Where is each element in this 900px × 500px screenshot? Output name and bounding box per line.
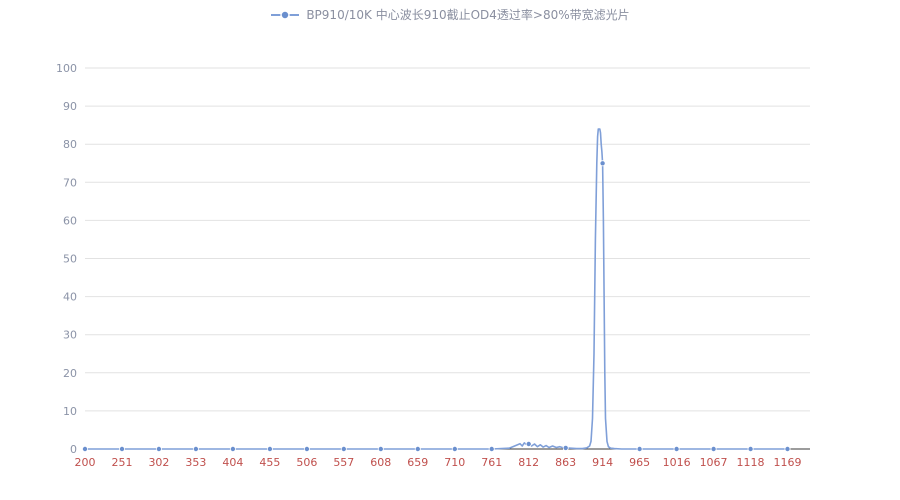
svg-text:50: 50 bbox=[63, 253, 77, 266]
svg-text:60: 60 bbox=[63, 214, 77, 227]
svg-text:404: 404 bbox=[222, 456, 243, 469]
chart-legend[interactable]: BP910/10K 中心波长910截止OD4透过率>80%带宽滤光片 bbox=[0, 6, 900, 23]
svg-text:40: 40 bbox=[63, 291, 77, 304]
svg-text:863: 863 bbox=[555, 456, 576, 469]
svg-text:914: 914 bbox=[592, 456, 613, 469]
series-markers bbox=[82, 160, 791, 452]
svg-text:80: 80 bbox=[63, 138, 77, 151]
svg-text:1118: 1118 bbox=[737, 456, 765, 469]
svg-text:20: 20 bbox=[63, 367, 77, 380]
svg-text:302: 302 bbox=[148, 456, 169, 469]
svg-text:200: 200 bbox=[75, 456, 96, 469]
svg-text:659: 659 bbox=[407, 456, 428, 469]
series-line bbox=[85, 128, 788, 450]
svg-text:455: 455 bbox=[259, 456, 280, 469]
svg-text:1067: 1067 bbox=[700, 456, 728, 469]
gridlines bbox=[85, 67, 810, 450]
svg-text:30: 30 bbox=[63, 329, 77, 342]
svg-text:251: 251 bbox=[111, 456, 132, 469]
svg-text:710: 710 bbox=[444, 456, 465, 469]
svg-text:90: 90 bbox=[63, 100, 77, 113]
svg-text:812: 812 bbox=[518, 456, 539, 469]
x-axis-labels: 200 251 302 353 404 455 506 557 608 659 710 761 812 8… bbox=[75, 456, 802, 469]
svg-text:353: 353 bbox=[185, 456, 206, 469]
svg-text:1016: 1016 bbox=[663, 456, 691, 469]
svg-text:506: 506 bbox=[296, 456, 317, 469]
svg-text:10: 10 bbox=[63, 405, 77, 418]
svg-text:557: 557 bbox=[333, 456, 354, 469]
legend-label: BP910/10K 中心波长910截止OD4透过率>80%带宽滤光片 bbox=[306, 8, 630, 22]
svg-text:0: 0 bbox=[70, 443, 77, 456]
y-axis-labels: 0 10 20 30 40 50 60 70 80 90 100 bbox=[56, 62, 77, 456]
svg-text:70: 70 bbox=[63, 176, 77, 189]
legend-marker-icon bbox=[271, 9, 300, 20]
svg-text:100: 100 bbox=[56, 62, 77, 75]
svg-text:965: 965 bbox=[629, 456, 650, 469]
svg-text:608: 608 bbox=[370, 456, 391, 469]
svg-text:761: 761 bbox=[481, 456, 502, 469]
svg-text:1169: 1169 bbox=[774, 456, 802, 469]
